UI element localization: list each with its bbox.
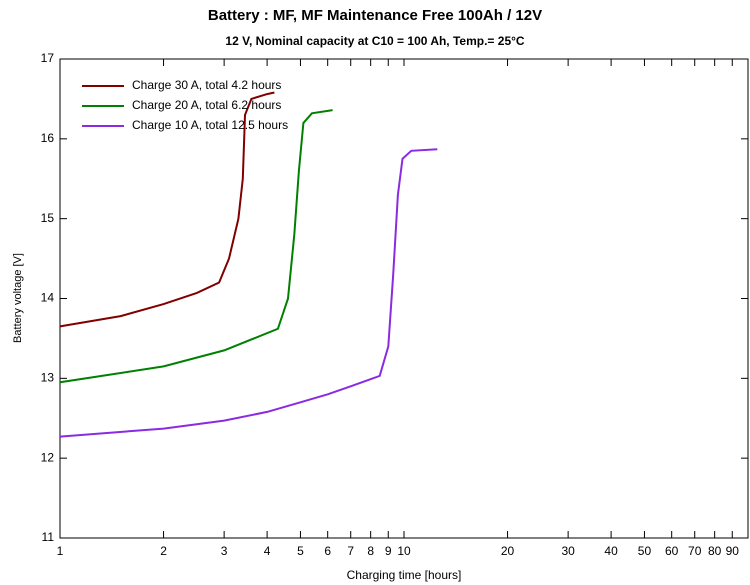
x-tick-label: 1 xyxy=(57,544,64,558)
y-tick-label: 12 xyxy=(41,450,55,464)
y-tick-label: 15 xyxy=(41,211,55,225)
legend-label: Charge 20 A, total 6.2 hours xyxy=(132,98,281,112)
y-tick-label: 16 xyxy=(41,131,55,145)
y-tick-label: 13 xyxy=(41,371,55,385)
legend-label: Charge 30 A, total 4.2 hours xyxy=(132,78,281,92)
x-tick-label: 10 xyxy=(397,544,411,558)
x-tick-label: 50 xyxy=(638,544,652,558)
x-tick-label: 70 xyxy=(688,544,702,558)
x-tick-label: 20 xyxy=(501,544,515,558)
y-axis-label: Battery voltage [V] xyxy=(12,253,24,343)
x-tick-label: 80 xyxy=(708,544,722,558)
series-line xyxy=(59,148,438,438)
x-tick-label: 30 xyxy=(561,544,575,558)
x-tick-label: 5 xyxy=(297,544,304,558)
series-line xyxy=(59,109,333,384)
x-tick-label: 8 xyxy=(367,544,374,558)
x-tick-label: 7 xyxy=(347,544,354,558)
series-line xyxy=(59,91,275,328)
y-tick-label: 14 xyxy=(41,291,55,305)
chart-title: Battery : MF, MF Maintenance Free 100Ah … xyxy=(208,7,542,24)
x-tick-label: 40 xyxy=(604,544,618,558)
y-tick-label: 17 xyxy=(41,51,55,65)
legend-label: Charge 10 A, total 12.5 hours xyxy=(132,118,288,132)
x-tick-label: 2 xyxy=(160,544,167,558)
x-tick-label: 3 xyxy=(221,544,228,558)
x-tick-label: 6 xyxy=(324,544,331,558)
x-tick-label: 60 xyxy=(665,544,679,558)
x-tick-label: 90 xyxy=(726,544,740,558)
x-tick-label: 4 xyxy=(264,544,271,558)
chart-subtitle: 12 V, Nominal capacity at C10 = 100 Ah, … xyxy=(225,34,524,48)
y-tick-label: 11 xyxy=(42,530,55,544)
x-tick-label: 9 xyxy=(385,544,392,558)
x-axis-label: Charging time [hours] xyxy=(347,568,462,582)
